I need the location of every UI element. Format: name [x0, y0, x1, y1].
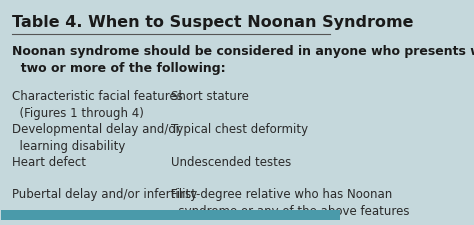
Text: Noonan syndrome should be considered in anyone who presents with
  two or more o: Noonan syndrome should be considered in …	[11, 45, 474, 75]
Text: Short stature: Short stature	[171, 90, 249, 103]
Text: Developmental delay and/or
  learning disability: Developmental delay and/or learning disa…	[11, 122, 180, 152]
Text: Characteristic facial features
  (Figures 1 through 4): Characteristic facial features (Figures …	[11, 90, 182, 119]
Text: Table 4. When to Suspect Noonan Syndrome: Table 4. When to Suspect Noonan Syndrome	[11, 15, 413, 29]
Text: First-degree relative who has Noonan
  syndrome or any of the above features: First-degree relative who has Noonan syn…	[171, 187, 410, 217]
Text: Undescended testes: Undescended testes	[171, 155, 291, 168]
Text: Heart defect: Heart defect	[11, 155, 85, 168]
Bar	[1, 211, 340, 220]
Text: Typical chest deformity: Typical chest deformity	[171, 122, 308, 135]
Text: Pubertal delay and/or infertility: Pubertal delay and/or infertility	[11, 187, 197, 200]
